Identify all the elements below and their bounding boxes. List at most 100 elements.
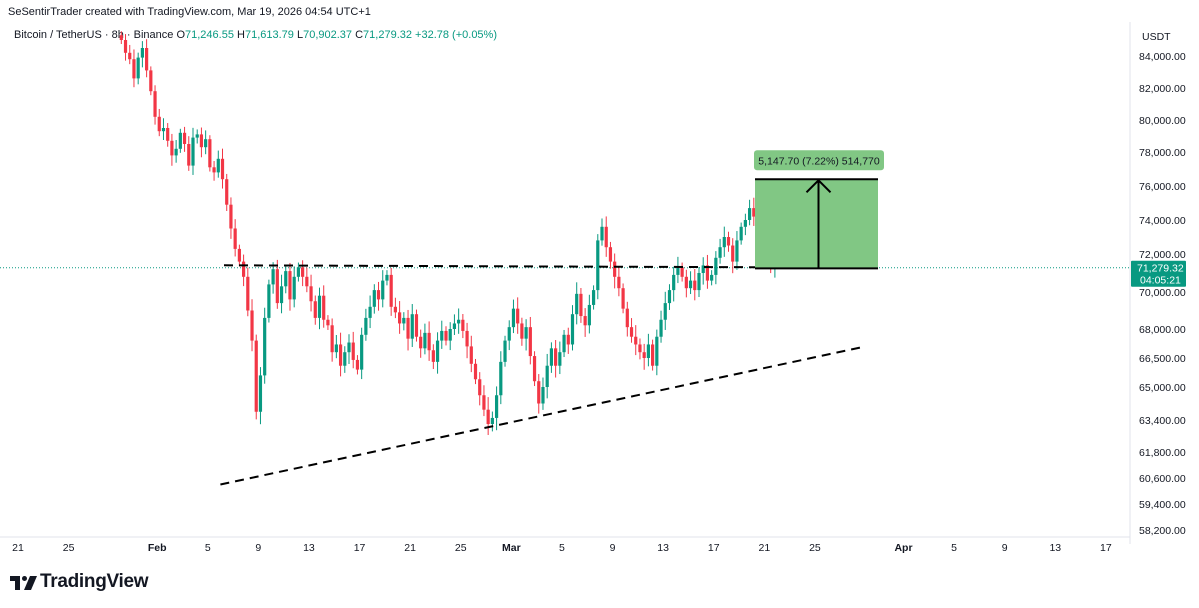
candle-body	[284, 271, 288, 287]
candle	[254, 334, 258, 420]
candle-body	[545, 365, 549, 387]
candle	[372, 284, 376, 314]
candle-body	[444, 330, 448, 341]
candle-body	[714, 257, 718, 275]
time-tick-label: 21	[12, 542, 24, 554]
candle-body	[591, 290, 596, 305]
candle-body	[385, 274, 389, 281]
candle	[431, 344, 435, 370]
time-tick-label: 5	[205, 542, 211, 554]
time-axis-ticks: 21 25 Feb 5 9 13 17 21 25 Mar 5 9 13 17 21 25 Apr 5 9 13 17	[12, 542, 1112, 554]
candle	[583, 308, 587, 337]
tradingview-logo[interactable]: TradingView	[10, 571, 149, 593]
price-range-measure[interactable]: 5,147.70 (7.22%) 514,770	[754, 150, 884, 270]
chart-credit: SeSentirTrader created with TradingView.…	[8, 6, 371, 18]
candle	[705, 254, 710, 289]
price-tick-label: 82,000.00	[1139, 83, 1186, 95]
candle-body	[355, 359, 360, 370]
candle	[566, 327, 570, 354]
candle-body	[457, 319, 461, 324]
candle	[642, 343, 646, 370]
last-price-badge-bg	[1131, 260, 1186, 287]
candle	[444, 326, 448, 346]
time-tick-label: 17	[354, 542, 366, 554]
candle	[267, 279, 271, 323]
candle	[672, 266, 676, 302]
candle-body	[752, 208, 756, 217]
candle-body	[435, 340, 440, 362]
resistance-line[interactable]	[223, 264, 777, 269]
candle-body	[364, 317, 368, 335]
low-label: L	[296, 29, 304, 41]
candle	[659, 310, 663, 343]
candle	[305, 267, 309, 293]
candle	[241, 254, 246, 287]
candle-body	[701, 265, 705, 273]
price-tick-label: 78,000.00	[1139, 147, 1186, 159]
candle	[381, 270, 385, 308]
candle-body	[229, 204, 233, 229]
candle-body	[731, 245, 735, 262]
candle	[225, 173, 229, 211]
candle-body	[688, 280, 693, 289]
candle-body	[583, 316, 587, 326]
candle-body	[655, 336, 659, 366]
candle-body	[431, 350, 435, 362]
candle-body	[225, 179, 229, 205]
time-tick-label: 17	[708, 542, 720, 554]
high-value: 71,613.79	[244, 29, 294, 41]
candle	[187, 136, 191, 171]
candle	[697, 267, 701, 297]
candle	[322, 285, 326, 328]
drawings[interactable]: 5,147.70 (7.22%) 514,770	[220, 150, 884, 486]
open-value: 71,246.55	[185, 29, 234, 41]
candle	[368, 295, 372, 329]
measure-label: 5,147.70 (7.22%) 514,770	[758, 155, 880, 167]
candle-body	[747, 208, 752, 220]
candle-body	[718, 247, 722, 258]
candle	[145, 39, 149, 78]
candle	[693, 269, 697, 301]
price-tick-label: 76,000.00	[1139, 181, 1186, 193]
candle	[309, 274, 313, 312]
candle	[482, 385, 486, 417]
candle	[406, 309, 410, 351]
candle	[516, 297, 520, 334]
candle	[604, 216, 608, 257]
candle	[123, 34, 128, 61]
open-label: O	[176, 29, 186, 41]
candle	[153, 85, 157, 125]
candle-body	[376, 290, 381, 300]
price-tick-label: 61,800.00	[1139, 447, 1186, 459]
price-tick-label: 60,600.00	[1139, 473, 1186, 485]
candle	[608, 241, 613, 269]
candle	[128, 44, 132, 65]
candle-body	[182, 132, 187, 144]
candle-body	[241, 261, 246, 277]
support-trendline[interactable]	[220, 345, 866, 486]
candle-body	[697, 273, 701, 291]
symbol-name[interactable]: Bitcoin / TetherUS · 8h · Binance	[14, 29, 174, 41]
candle	[541, 377, 545, 410]
candle-body	[402, 317, 406, 324]
symbol-legend: Bitcoin / TetherUS · 8h · Binance O71,24…	[14, 29, 497, 41]
candle-body	[651, 344, 655, 366]
candle	[284, 265, 288, 294]
candle-body	[722, 237, 726, 248]
candle-body	[128, 52, 132, 60]
price-tick-label: 66,500.00	[1139, 353, 1186, 365]
candle	[410, 304, 414, 347]
candle-body	[461, 319, 465, 331]
candle	[338, 332, 343, 377]
candle	[638, 338, 642, 360]
candle-body	[279, 286, 284, 304]
bar-countdown: 04:05:21	[1140, 275, 1181, 287]
candle	[385, 270, 389, 286]
candle	[237, 244, 241, 267]
candle	[398, 301, 402, 334]
candle-body	[452, 323, 457, 329]
price-tick-label: 65,000.00	[1139, 382, 1186, 394]
candle-body	[347, 342, 351, 353]
price-tick-label: 80,000.00	[1139, 115, 1186, 127]
